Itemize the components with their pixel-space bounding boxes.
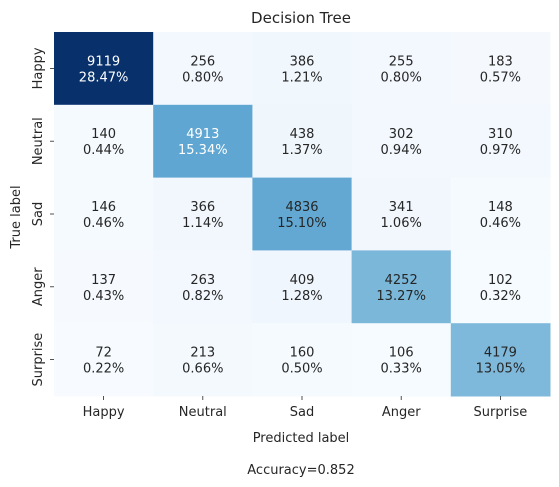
cell-percent-label: 0.46% xyxy=(480,216,521,231)
cell-count-label: 106 xyxy=(389,346,414,361)
cell-count-label: 366 xyxy=(190,200,215,215)
x-tick-labels: Happy Neutral Sad Anger Surprise xyxy=(83,396,527,420)
x-tick-label: Neutral xyxy=(179,405,227,420)
cell-count-label: 102 xyxy=(488,273,513,288)
cell-count-label: 409 xyxy=(290,273,315,288)
heatmap-cell xyxy=(351,104,452,179)
heatmap-cell xyxy=(450,177,551,251)
cell-percent-label: 13.05% xyxy=(476,362,526,377)
heatmap-cell xyxy=(252,104,353,179)
heatmap-cell xyxy=(252,250,353,324)
heatmap-cell xyxy=(450,104,551,179)
chart-title: Decision Tree xyxy=(251,9,351,27)
x-tick-label: Sad xyxy=(290,405,314,420)
cell-percent-label: 1.06% xyxy=(381,216,422,231)
cell-count-label: 148 xyxy=(488,200,513,215)
y-tick-label: Happy xyxy=(31,47,46,89)
cell-percent-label: 0.80% xyxy=(381,70,422,85)
cell-percent-label: 15.10% xyxy=(277,216,327,231)
heatmap-cell xyxy=(153,32,253,106)
cell-count-label: 255 xyxy=(389,54,414,69)
cell-count-label: 137 xyxy=(91,273,116,288)
cell-count-label: 310 xyxy=(488,127,513,142)
heatmap-cell xyxy=(450,323,551,397)
heatmap-cell xyxy=(153,250,253,324)
cell-percent-label: 13.27% xyxy=(376,289,426,304)
cell-count-label: 386 xyxy=(290,54,315,69)
cell-count-label: 72 xyxy=(95,346,112,361)
cell-count-label: 9119 xyxy=(87,54,120,69)
heatmap-cell xyxy=(54,323,154,397)
y-axis-label: True label xyxy=(9,185,24,249)
cell-percent-label: 28.47% xyxy=(79,70,129,85)
cell-percent-label: 0.94% xyxy=(381,143,422,158)
y-tick-label: Neutral xyxy=(31,117,46,165)
heatmap-cell xyxy=(450,250,551,324)
cell-count-label: 4179 xyxy=(484,346,517,361)
heatmap-cell xyxy=(54,32,154,106)
heatmap-cell xyxy=(252,323,353,397)
cell-count-label: 213 xyxy=(190,346,215,361)
y-tick-labels: Happy Neutral Sad Anger Surprise xyxy=(31,47,54,387)
heatmap-cell xyxy=(252,32,353,106)
cell-count-label: 140 xyxy=(91,127,116,142)
heatmap-cell xyxy=(153,104,253,179)
cell-count-label: 4913 xyxy=(186,127,219,142)
heatmap-cells: 911928.47%2560.80%3861.21%2550.80%1830.5… xyxy=(54,32,551,397)
cell-percent-label: 0.33% xyxy=(381,362,422,377)
y-tick-label: Anger xyxy=(31,267,46,306)
cell-count-label: 438 xyxy=(290,127,315,142)
cell-percent-label: 0.57% xyxy=(480,70,521,85)
x-tick-label: Surprise xyxy=(473,405,527,420)
cell-percent-label: 1.28% xyxy=(281,289,322,304)
y-tick-label: Sad xyxy=(31,202,46,226)
heatmap-cell xyxy=(153,177,253,251)
cell-percent-label: 0.22% xyxy=(83,362,124,377)
cell-percent-label: 0.44% xyxy=(83,143,124,158)
cell-count-label: 302 xyxy=(389,127,414,142)
heatmap-cell xyxy=(450,32,551,106)
cell-count-label: 341 xyxy=(389,200,414,215)
cell-percent-label: 1.37% xyxy=(281,143,322,158)
accuracy-footer: Accuracy=0.852 xyxy=(247,463,354,478)
x-tick-label: Anger xyxy=(382,405,421,420)
cell-count-label: 4836 xyxy=(285,200,318,215)
cell-percent-label: 15.34% xyxy=(178,143,228,158)
heatmap-cell xyxy=(351,177,452,251)
heatmap-cell xyxy=(54,177,154,251)
cell-count-label: 256 xyxy=(190,54,215,69)
y-tick-label: Surprise xyxy=(31,333,46,387)
cell-percent-label: 0.32% xyxy=(480,289,521,304)
cell-count-label: 4252 xyxy=(385,273,418,288)
cell-percent-label: 0.80% xyxy=(182,70,223,85)
heatmap-cell xyxy=(54,250,154,324)
cell-count-label: 160 xyxy=(290,346,315,361)
cell-percent-label: 0.97% xyxy=(480,143,521,158)
x-axis-label: Predicted label xyxy=(253,431,350,446)
heatmap-cell xyxy=(351,323,452,397)
x-tick-label: Happy xyxy=(83,405,125,420)
heatmap-cell xyxy=(252,177,353,251)
cell-percent-label: 0.50% xyxy=(281,362,322,377)
cell-percent-label: 0.46% xyxy=(83,216,124,231)
heatmap-cell xyxy=(351,32,452,106)
cell-percent-label: 1.21% xyxy=(281,70,322,85)
cell-percent-label: 0.82% xyxy=(182,289,223,304)
cell-percent-label: 0.66% xyxy=(182,362,223,377)
cell-count-label: 146 xyxy=(91,200,116,215)
heatmap-cell xyxy=(351,250,452,324)
cell-count-label: 263 xyxy=(190,273,215,288)
heatmap-cell xyxy=(153,323,253,397)
cell-percent-label: 0.43% xyxy=(83,289,124,304)
cell-count-label: 183 xyxy=(488,54,513,69)
heatmap-cell xyxy=(54,104,154,179)
cell-percent-label: 1.14% xyxy=(182,216,223,231)
